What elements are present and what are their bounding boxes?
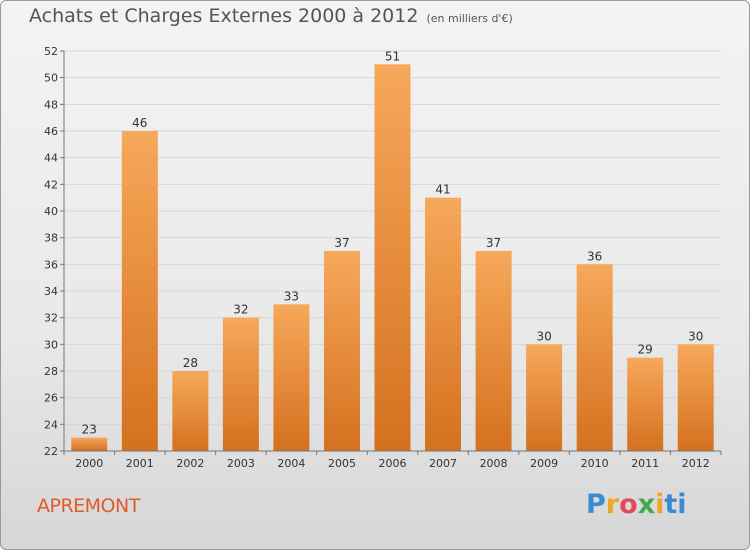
place-name: APREMONT (37, 495, 140, 517)
x-tick-label: 2008 (480, 457, 508, 470)
bar (323, 251, 360, 451)
data-label: 37 (486, 236, 501, 250)
chart-title-text: Achats et Charges Externes 2000 à 2012 (29, 5, 419, 27)
bar (121, 131, 158, 451)
logo-letter: r (605, 489, 620, 520)
data-label: 29 (638, 343, 653, 357)
bar (677, 344, 714, 451)
data-label: 36 (587, 249, 602, 263)
y-tick-label: 32 (44, 312, 58, 325)
x-tick-label: 2004 (277, 457, 305, 470)
bar (627, 357, 664, 451)
data-label: 32 (233, 303, 248, 317)
proxiti-logo: Proxiti (586, 489, 687, 520)
data-label: 23 (82, 423, 97, 437)
bar (425, 197, 462, 451)
bar (526, 344, 563, 451)
data-label: 28 (183, 356, 198, 370)
y-tick-label: 38 (44, 232, 58, 245)
x-tick-label: 2001 (126, 457, 154, 470)
y-tick-label: 46 (44, 125, 58, 138)
x-tick-label: 2007 (429, 457, 457, 470)
y-tick-label: 30 (44, 338, 58, 351)
y-tick-label: 26 (44, 392, 58, 405)
y-tick-label: 36 (44, 258, 58, 271)
y-tick-label: 44 (44, 152, 58, 165)
x-tick-label: 2003 (227, 457, 255, 470)
y-tick-label: 50 (44, 72, 58, 85)
logo-letter: x (637, 489, 656, 520)
x-tick-label: 2000 (75, 457, 103, 470)
data-label: 46 (132, 116, 147, 130)
bar (374, 64, 411, 452)
logo-letter: i (655, 489, 665, 520)
y-tick-label: 34 (44, 285, 58, 298)
bar (475, 251, 512, 451)
x-tick-label: 2010 (581, 457, 609, 470)
y-tick-label: 22 (44, 445, 58, 458)
logo-letter: ti (664, 489, 687, 520)
data-label: 30 (688, 329, 703, 343)
x-tick-label: 2009 (530, 457, 558, 470)
chart-subtitle: (en milliers d'€) (426, 12, 513, 25)
data-label: 33 (284, 289, 299, 303)
y-tick-label: 42 (44, 178, 58, 191)
data-label: 37 (334, 236, 349, 250)
data-label: 51 (385, 49, 400, 63)
y-tick-label: 52 (44, 45, 58, 58)
x-tick-label: 2011 (631, 457, 659, 470)
bars: 23 46 28 32 33 37 51 41 37 30 36 29 30 (71, 49, 714, 452)
data-label: 41 (435, 183, 450, 197)
x-tick-label: 2006 (379, 457, 407, 470)
x-tick-label: 2002 (176, 457, 204, 470)
logo-letter: o (619, 489, 638, 520)
x-tick-label: 2012 (682, 457, 710, 470)
y-tick-label: 24 (44, 418, 58, 431)
bar (576, 264, 613, 451)
x-axis: 2000 2001 2002 2003 2004 2005 2006 2007 2008 2009… (63, 450, 722, 470)
logo-letter: P (586, 489, 606, 520)
bar (273, 304, 310, 451)
y-axis: 22 24 26 28 30 32 34 36 38 40 42 44 46 48 50 52 (44, 45, 65, 458)
chart-title: Achats et Charges Externes 2000 à 2012 (e… (29, 5, 513, 27)
bar (222, 317, 259, 451)
x-tick-label: 2005 (328, 457, 356, 470)
y-tick-label: 48 (44, 98, 58, 111)
y-tick-label: 40 (44, 205, 58, 218)
bar (172, 371, 209, 451)
data-label: 30 (536, 329, 551, 343)
y-tick-label: 28 (44, 365, 58, 378)
bar (71, 437, 108, 451)
